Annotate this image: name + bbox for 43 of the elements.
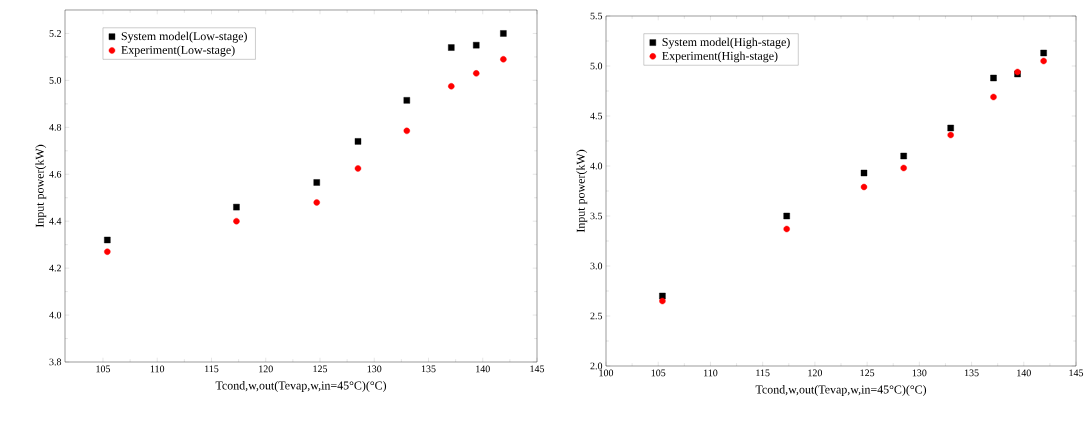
y-axis-title: Input power(kW)	[576, 149, 588, 233]
x-tick-label: 120	[808, 369, 822, 377]
x-tick-label: 145	[1069, 369, 1084, 377]
y-tick-label: 2.0	[590, 362, 603, 370]
x-tick-label: 125	[313, 365, 328, 373]
y-tick-label: 3.0	[590, 262, 603, 270]
y-tick-label: 4.4	[49, 217, 62, 225]
y-tick-label: 4.8	[49, 123, 62, 131]
y-tick-label: 4.6	[49, 170, 62, 178]
x-tick-label: 130	[912, 369, 927, 377]
x-tick-label: 115	[205, 365, 219, 373]
x-tick-label: 135	[421, 365, 436, 373]
x-tick-label: 135	[964, 369, 979, 377]
y-tick-label: 2.5	[590, 312, 603, 320]
y-tick-label: 4.2	[49, 264, 61, 272]
x-tick-label: 105	[96, 365, 111, 373]
y-tick-label: 4.5	[590, 112, 603, 120]
y-axis-title: Input power(kW)	[35, 144, 47, 228]
x-tick-label: 140	[1017, 369, 1031, 377]
legend-label: System model(High-stage)	[662, 37, 790, 49]
x-tick-label: 125	[860, 369, 875, 377]
x-tick-label: 140	[476, 365, 490, 373]
y-tick-label: 4.0	[49, 311, 62, 319]
y-tick-label: 3.5	[590, 212, 603, 220]
x-tick-label: 145	[530, 365, 545, 373]
y-tick-label: 5.5	[590, 12, 603, 20]
y-tick-label: 5.0	[590, 62, 603, 70]
y-tick-label: 5.2	[49, 30, 61, 37]
y-tick-label: 4.0	[590, 162, 603, 170]
x-tick-label: 120	[259, 365, 273, 373]
x-tick-label: 115	[756, 369, 770, 377]
legend-label: Experiment(High-stage)	[662, 51, 778, 63]
y-tick-label: 3.8	[49, 358, 62, 366]
x-tick-label: 105	[651, 369, 666, 377]
legend-label: System model(Low-stage)	[121, 31, 247, 43]
y-tick-label: 5.0	[49, 77, 62, 84]
x-tick-label: 100	[599, 369, 614, 377]
x-tick-label: 110	[704, 369, 718, 377]
x-axis-title: Tcond,w,out(Tevap,w,in=45°C)(°C)	[215, 381, 387, 392]
x-tick-label: 130	[367, 365, 382, 373]
legend-label: Experiment(Low-stage)	[121, 45, 235, 57]
x-axis-title: Tcond,w,out(Tevap,w,in=45°C)(°C)	[755, 385, 927, 396]
x-tick-label: 110	[150, 365, 165, 373]
